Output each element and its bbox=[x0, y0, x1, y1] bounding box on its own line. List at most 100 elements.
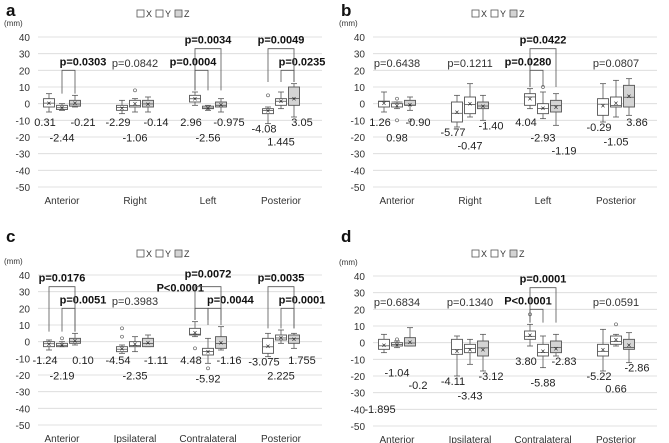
significance-bracket bbox=[194, 286, 222, 320]
box-y bbox=[464, 96, 476, 115]
x-category-label: Anterior bbox=[44, 434, 80, 443]
significance-bracket bbox=[529, 287, 557, 323]
box-y-outlier bbox=[395, 118, 399, 123]
unit-label: (mm) bbox=[4, 257, 23, 266]
y-tick-label: -50 bbox=[351, 183, 366, 194]
box-z-value-label: -1.19 bbox=[551, 145, 576, 157]
box-x bbox=[597, 98, 609, 116]
box-y-value-label: -2.44 bbox=[49, 133, 74, 145]
box-z-value-label: 1.755 bbox=[288, 355, 316, 367]
y-tick-label: 20 bbox=[19, 304, 31, 315]
legend-swatch-y bbox=[155, 9, 164, 18]
y-tick-label: -40 bbox=[16, 166, 31, 177]
box-x bbox=[451, 101, 463, 123]
x-category-label: Posterior bbox=[596, 196, 637, 207]
box-z-mean-marker: × bbox=[627, 341, 632, 350]
box-x-mean-marker: × bbox=[455, 108, 460, 117]
x-category-label: Posterior bbox=[261, 434, 302, 443]
y-tick-label: -20 bbox=[351, 372, 366, 383]
y-tick-label: 10 bbox=[19, 321, 31, 332]
box-z bbox=[550, 340, 562, 354]
legend-swatch-x bbox=[136, 9, 145, 18]
significance-bracket bbox=[280, 69, 295, 82]
box-x-value-label: -3.075 bbox=[248, 357, 279, 369]
x-category-label: Contralateral bbox=[514, 435, 571, 443]
p-value-label: p=0.0051 bbox=[60, 294, 107, 306]
box-z-value-label: 0.10 bbox=[72, 355, 93, 367]
legend-label-z: Z bbox=[184, 249, 190, 259]
box-x bbox=[43, 341, 55, 348]
y-tick-label: -20 bbox=[16, 371, 31, 382]
box-z-mean-marker: × bbox=[554, 345, 559, 354]
box-y-value-label: -0.47 bbox=[457, 141, 482, 153]
p-value-label: p=0.1211 bbox=[447, 58, 492, 70]
y-tick-label: 20 bbox=[354, 66, 366, 77]
box-y-mean-marker: × bbox=[468, 100, 473, 109]
y-tick-label: -40 bbox=[16, 404, 31, 415]
legend-swatch-y bbox=[155, 249, 164, 258]
y-tick-label: 20 bbox=[354, 305, 366, 316]
box-z bbox=[623, 84, 635, 108]
box-z bbox=[477, 340, 489, 357]
box-y-outlier bbox=[614, 322, 618, 327]
y-tick-label: 0 bbox=[359, 339, 365, 350]
box-y bbox=[610, 335, 622, 345]
panel-letter: a bbox=[6, 1, 16, 20]
box-x-outlier bbox=[266, 93, 270, 98]
box-x-mean-marker: × bbox=[382, 341, 387, 350]
x-category-label: Anterior bbox=[379, 196, 415, 207]
box-z-mean-marker: × bbox=[292, 335, 297, 344]
box-x-value-label: -5.77 bbox=[440, 127, 465, 139]
p-value-label: p=0.0049 bbox=[258, 35, 305, 47]
box-x-mean-marker: × bbox=[601, 101, 606, 110]
box-y bbox=[275, 98, 287, 106]
y-tick-label: 10 bbox=[354, 83, 366, 94]
box-y-outlier bbox=[133, 88, 137, 93]
y-tick-label: -40 bbox=[351, 166, 366, 177]
box-y-mean-marker: × bbox=[133, 100, 138, 109]
p-value-label: p=0.0001 bbox=[279, 294, 326, 306]
legend-label-y: Y bbox=[165, 249, 171, 259]
legend-swatch-z bbox=[174, 249, 183, 258]
box-x-value-label: -1.895 bbox=[364, 404, 395, 416]
p-value-label: p=0.3983 bbox=[112, 296, 158, 308]
y-tick-label: -10 bbox=[351, 355, 366, 366]
box-z-mean-marker: × bbox=[73, 99, 78, 108]
y-tick-label: 40 bbox=[354, 33, 366, 44]
box-y-value-label: 0.98 bbox=[386, 133, 407, 145]
box-y-mean-marker: × bbox=[60, 341, 65, 350]
box-y-mean-marker: × bbox=[614, 99, 619, 108]
significance-bracket bbox=[529, 308, 544, 323]
box-z bbox=[550, 99, 562, 113]
box-x-mean-marker: × bbox=[266, 342, 271, 351]
panel-letter: c bbox=[6, 227, 15, 246]
legend-swatch-y bbox=[490, 9, 499, 18]
legend-swatch-x bbox=[471, 249, 480, 258]
p-value-label: p=0.0591 bbox=[593, 297, 639, 309]
x-category-label: Contralateral bbox=[179, 434, 236, 443]
box-z-value-label: -2.83 bbox=[551, 356, 576, 368]
box-y-value-label: -2.35 bbox=[122, 371, 147, 383]
y-tick-label: -30 bbox=[16, 150, 31, 161]
legend-swatch-z bbox=[174, 9, 183, 18]
panel-b: b (mm) X Y Z 40 30 20 10 0 -10 -20 -30 -40 -50 Anterior… bbox=[335, 0, 669, 221]
box-x-value-label: -4.08 bbox=[251, 124, 276, 136]
legend-swatch-y bbox=[490, 249, 499, 258]
x-category-label: Right bbox=[123, 196, 147, 207]
box-x-mean-marker: × bbox=[120, 104, 125, 113]
y-tick-label: -20 bbox=[351, 133, 366, 144]
box-y-value-label: -2.56 bbox=[195, 133, 220, 145]
box-z bbox=[215, 336, 227, 349]
box-x-outlier bbox=[120, 334, 124, 339]
box-x-mean-marker: × bbox=[455, 347, 460, 356]
box-x-value-label: -2.29 bbox=[105, 117, 130, 129]
box-z-value-label: -0.2 bbox=[409, 380, 428, 392]
significance-bracket bbox=[194, 307, 209, 320]
box-z bbox=[69, 337, 81, 344]
box-z-value-label: -0.21 bbox=[70, 117, 95, 129]
box-x-mean-marker: × bbox=[193, 329, 198, 338]
p-value-label: p=0.0176 bbox=[39, 273, 86, 285]
significance-bracket bbox=[194, 48, 222, 91]
significance-bracket bbox=[48, 286, 76, 332]
box-z bbox=[142, 337, 154, 348]
